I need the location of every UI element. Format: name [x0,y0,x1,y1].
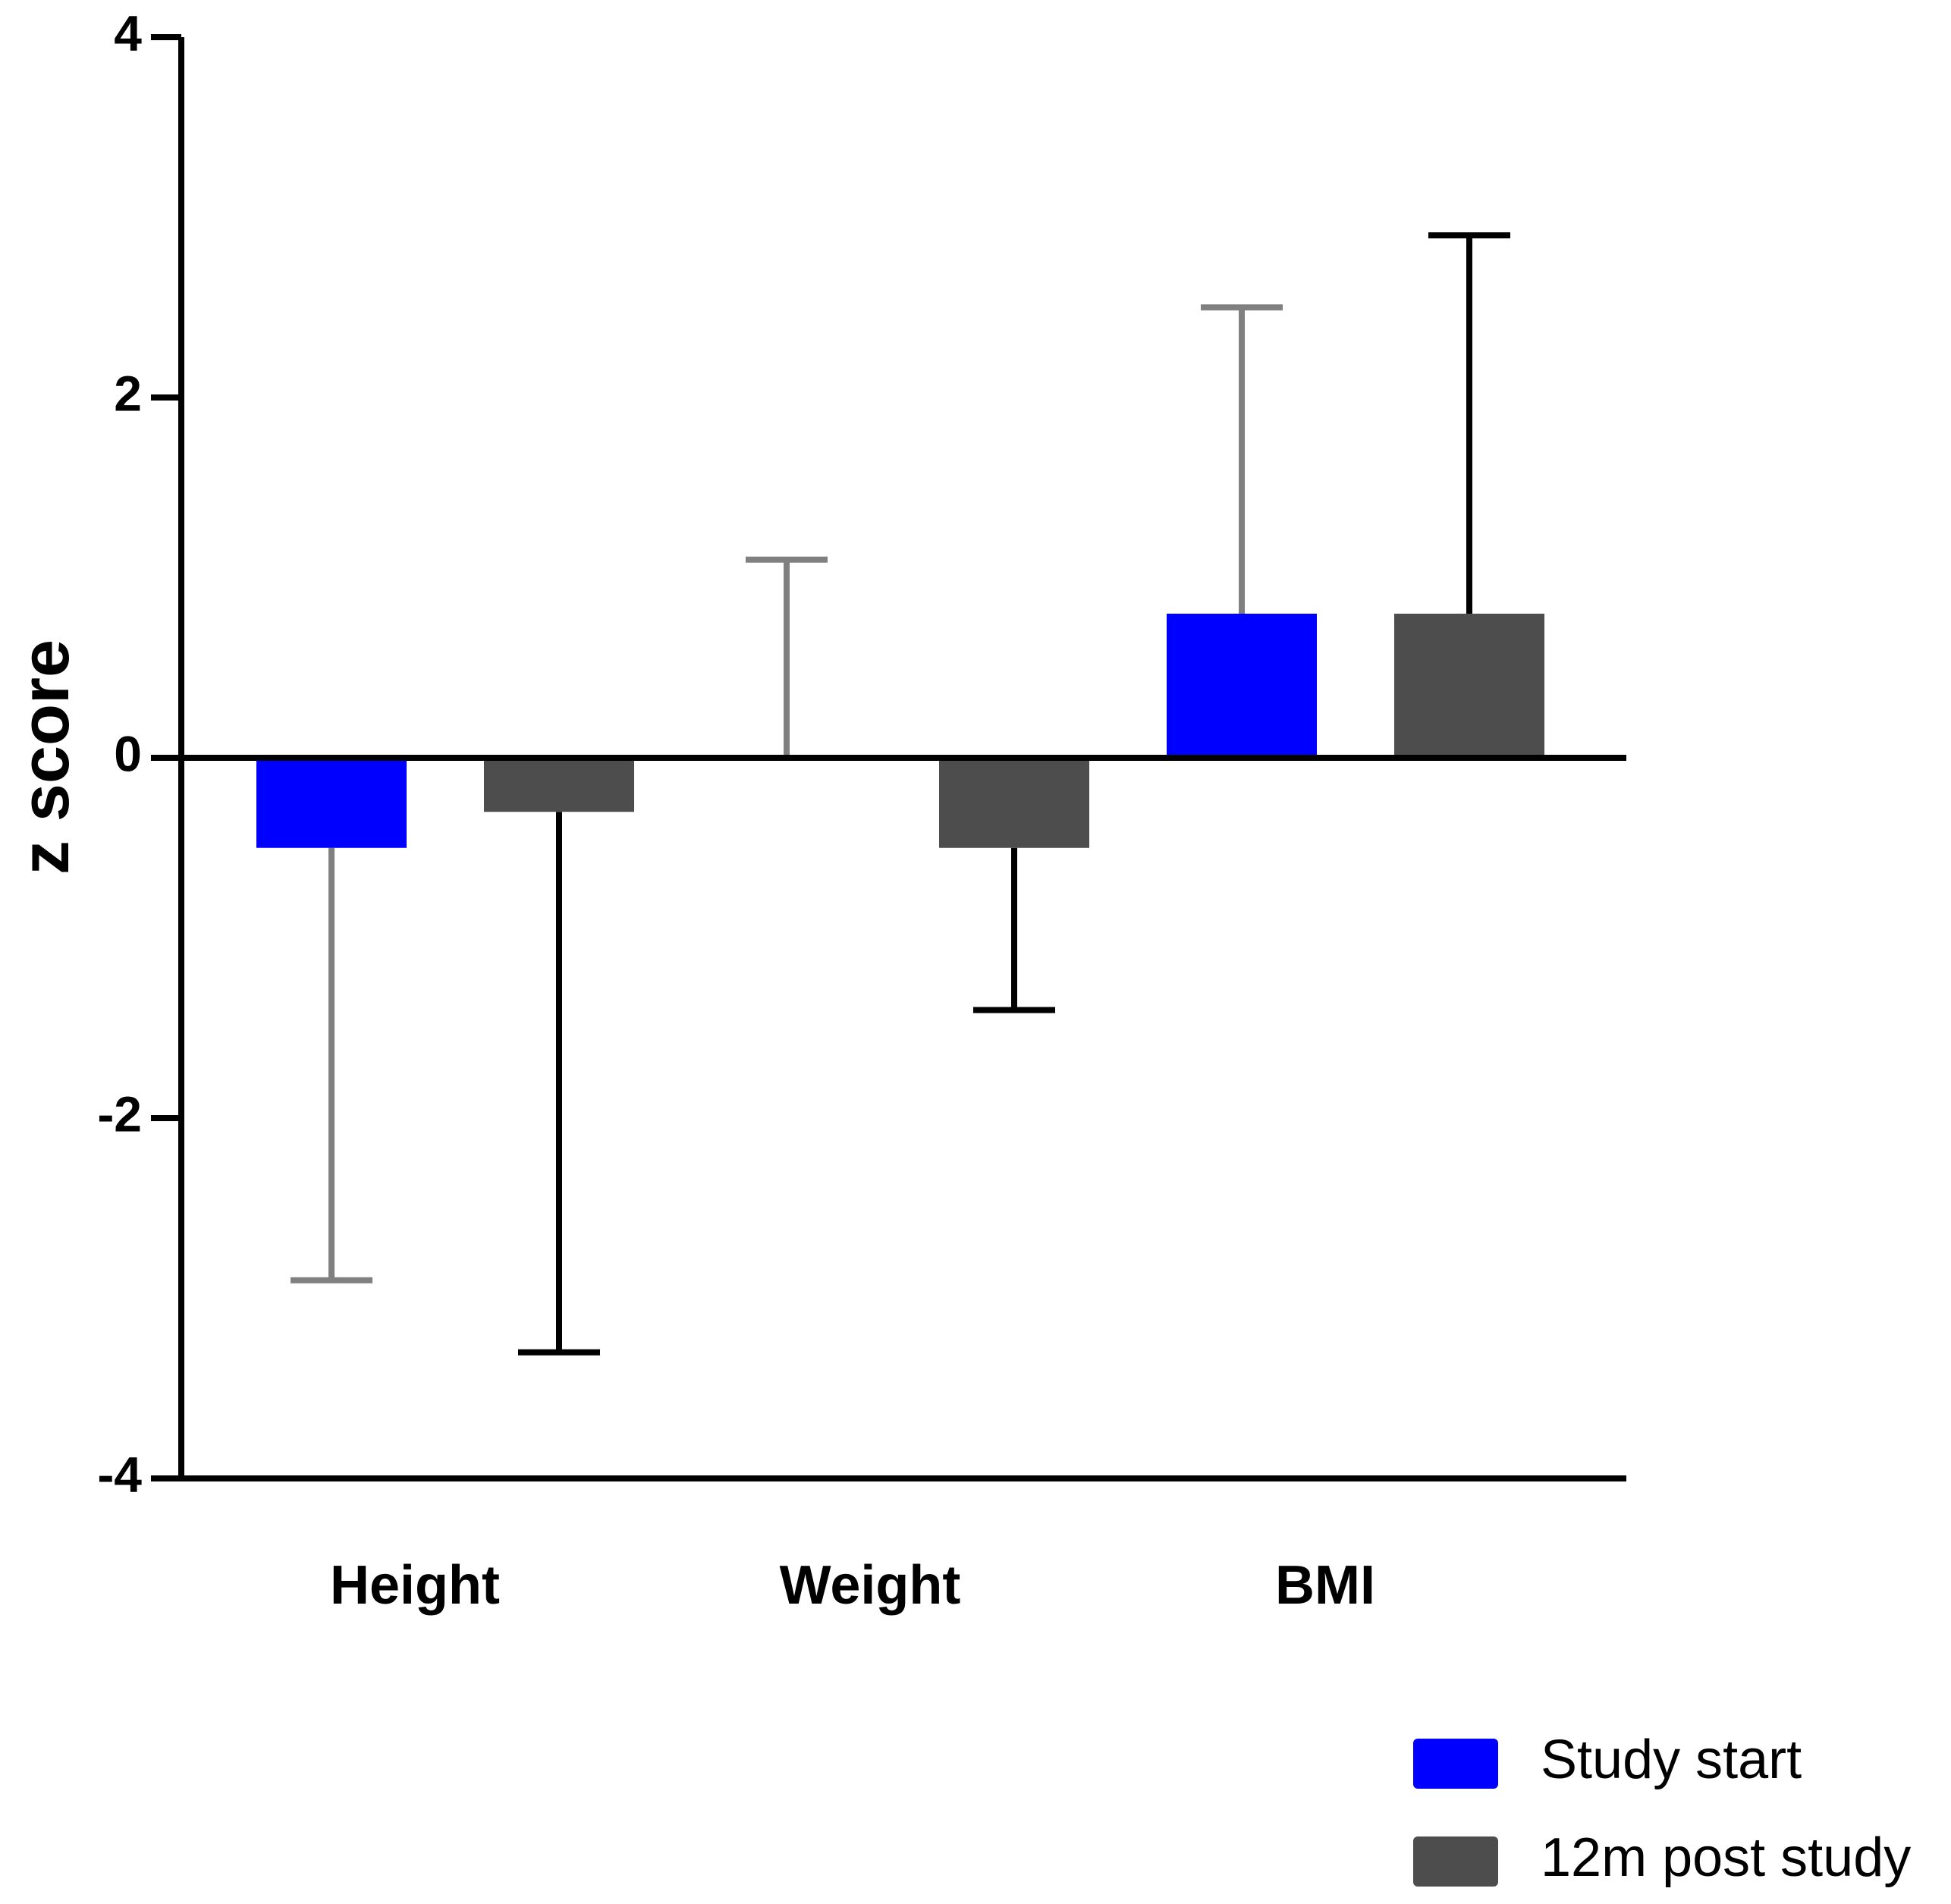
y-tick-label: 2 [114,365,142,421]
bar [256,758,407,848]
y-tick-label: 0 [114,725,142,781]
legend-label: 12m post study [1541,1827,1911,1888]
y-tick-label: -2 [97,1086,142,1142]
legend-swatch [1413,1739,1498,1789]
legend-label: Study start [1541,1730,1802,1790]
bar [939,758,1089,848]
x-tick-label: Weight [780,1555,961,1616]
legend-swatch [1413,1836,1498,1887]
x-tick-label: BMI [1275,1555,1375,1616]
y-tick-label: 4 [114,5,142,61]
x-tick-label: Height [330,1555,500,1616]
bar [1167,614,1317,758]
y-tick-label: -4 [97,1446,142,1502]
bar [484,758,634,812]
bar [1394,614,1544,758]
y-axis-title: z score [8,639,83,875]
